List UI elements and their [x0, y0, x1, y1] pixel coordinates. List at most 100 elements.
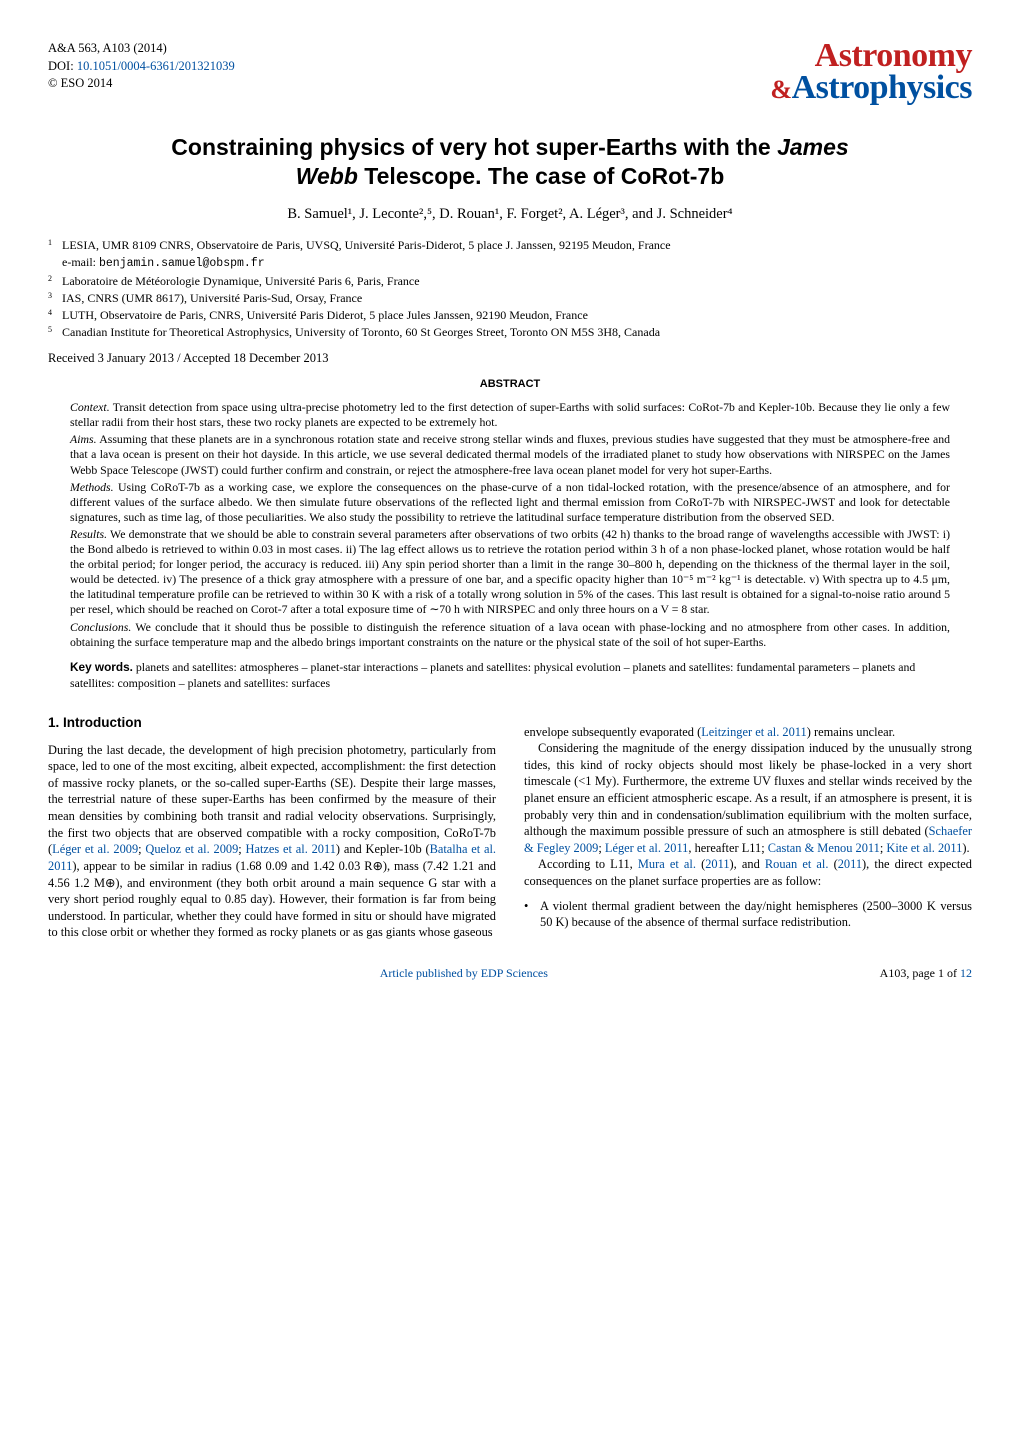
affiliation-row: 3 IAS, CNRS (UMR 8617), Université Paris-… [48, 290, 972, 306]
doi-prefix: DOI: [48, 59, 77, 73]
affil-text: LUTH, Observatoire de Paris, CNRS, Unive… [62, 307, 972, 323]
body-text: envelope subsequently evaporated ( [524, 725, 701, 739]
body-text: ) remains unclear. [807, 725, 895, 739]
title-italic1: James [777, 134, 849, 160]
aims-text: Assuming that these planets are in a syn… [70, 432, 950, 476]
doi-line: DOI: 10.1051/0004-6361/201321039 [48, 58, 235, 76]
body-text: ) and Kepler-10b ( [336, 842, 430, 856]
publisher-link[interactable]: Article published by EDP Sciences [380, 966, 548, 980]
brand-bottom-row: &Astrophysics [770, 72, 972, 104]
citation-link[interactable]: Leitzinger et al. 2011 [701, 725, 807, 739]
email-prefix: e-mail: [62, 255, 99, 269]
aims-label: Aims. [70, 432, 97, 446]
left-column: 1. Introduction During the last decade, … [48, 696, 496, 941]
affiliation-row: 1 LESIA, UMR 8109 CNRS, Observatoire de P… [48, 237, 972, 253]
conclusions-text: We conclude that it should thus be possi… [70, 620, 950, 649]
abstract-conclusions: Conclusions. We conclude that it should … [70, 620, 950, 650]
affil-text: Laboratoire de Météorologie Dynamique, U… [62, 273, 972, 289]
citation-link[interactable]: Rouan et al. [765, 857, 829, 871]
bullet-text: A violent thermal gradient between the d… [540, 898, 972, 931]
author-list: B. Samuel¹, J. Leconte²,⁵, D. Rouan¹, F.… [48, 205, 972, 225]
citation-link[interactable]: 2011 [705, 857, 729, 871]
body-paragraph: According to L11, Mura et al. (2011), an… [524, 856, 972, 889]
citation-link[interactable]: Queloz et al. 2009 [145, 842, 238, 856]
bullet-icon: • [524, 898, 540, 931]
affil-num: 5 [48, 325, 52, 334]
body-paragraph: During the last decade, the development … [48, 742, 496, 941]
citation-link[interactable]: Castan & Menou 2011 [768, 841, 880, 855]
journal-brand: Astronomy &Astrophysics [770, 40, 972, 105]
body-text: , hereafter L11; [688, 841, 767, 855]
brand-bottom: Astrophysics [792, 69, 972, 106]
body-text: Considering the magnitude of the energy … [524, 741, 972, 838]
affiliation-row: 5 Canadian Institute for Theoretical Astr… [48, 324, 972, 340]
right-column: envelope subsequently evaporated (Leitzi… [524, 696, 972, 941]
title-part2: Telescope. The case of CoRot-7b [358, 163, 724, 189]
body-text: ), and [730, 857, 765, 871]
abstract-results: Results. We demonstrate that we should b… [70, 527, 950, 618]
body-text: ), appear to be similar in radius (1.68 … [48, 859, 496, 939]
affil-num: 4 [48, 308, 52, 317]
affil-num: 1 [48, 238, 52, 247]
abstract-methods: Methods. Using CoRoT-7b as a working cas… [70, 480, 950, 525]
doi-link[interactable]: 10.1051/0004-6361/201321039 [77, 59, 235, 73]
citation-link[interactable]: 2011 [838, 857, 862, 871]
brand-top: Astronomy [770, 40, 972, 72]
affiliations: 1 LESIA, UMR 8109 CNRS, Observatoire de P… [48, 237, 972, 340]
citation-link[interactable]: Léger et al. 2009 [52, 842, 138, 856]
page-number: A103, page 1 of 12 [880, 965, 972, 981]
body-paragraph: envelope subsequently evaporated (Leitzi… [524, 724, 972, 741]
methods-text: Using CoRoT-7b as a working case, we exp… [70, 480, 950, 524]
citation-link[interactable]: Hatzes et al. 2011 [246, 842, 336, 856]
bullet-item: • A violent thermal gradient between the… [524, 898, 972, 931]
citation-link[interactable]: Mura et al. [638, 857, 696, 871]
received-accepted: Received 3 January 2013 / Accepted 18 De… [48, 350, 972, 367]
title-block: Constraining physics of very hot super-E… [48, 133, 972, 192]
methods-label: Methods. [70, 480, 114, 494]
keywords: Key words. planets and satellites: atmos… [70, 660, 950, 692]
affil-text: LESIA, UMR 8109 CNRS, Observatoire de Pa… [62, 237, 972, 253]
affil-num: 3 [48, 291, 52, 300]
body-columns: 1. Introduction During the last decade, … [48, 696, 972, 941]
results-text: We demonstrate that we should be able to… [70, 527, 950, 616]
body-paragraph: Considering the magnitude of the energy … [524, 740, 972, 856]
affil-num: 2 [48, 274, 52, 283]
affil-text: Canadian Institute for Theoretical Astro… [62, 324, 972, 340]
keywords-label: Key words. [70, 660, 133, 674]
author-email[interactable]: benjamin.samuel@obspm.fr [99, 257, 265, 270]
abstract-heading: ABSTRACT [48, 377, 972, 392]
abstract-context: Context. Transit detection from space us… [70, 400, 950, 430]
results-label: Results. [70, 527, 107, 541]
page-count-link[interactable]: 12 [960, 966, 972, 980]
title-italic2: Webb [296, 163, 358, 189]
abstract-aims: Aims. Assuming that these planets are in… [70, 432, 950, 477]
body-text: ; [238, 842, 245, 856]
affiliation-row: e-mail: benjamin.samuel@obspm.fr [48, 254, 972, 272]
affiliation-row: 2 Laboratoire de Météorologie Dynamique, … [48, 273, 972, 289]
conclusions-label: Conclusions. [70, 620, 131, 634]
brand-amp: & [770, 75, 791, 104]
affil-email-line: e-mail: benjamin.samuel@obspm.fr [62, 254, 972, 272]
citation-link[interactable]: Léger et al. 2011 [605, 841, 689, 855]
section-heading: 1. Introduction [48, 714, 496, 732]
page-footer: Article published by EDP Sciences A103, … [48, 965, 972, 981]
body-text: ). [962, 841, 969, 855]
citation-link[interactable]: Kite et al. 2011 [886, 841, 962, 855]
body-text: ( [828, 857, 837, 871]
paper-title: Constraining physics of very hot super-E… [78, 133, 942, 192]
abstract: Context. Transit detection from space us… [70, 400, 950, 650]
copyright: © ESO 2014 [48, 75, 235, 93]
title-part1: Constraining physics of very hot super-E… [171, 134, 777, 160]
body-text: During the last decade, the development … [48, 743, 496, 857]
page-header: A&A 563, A103 (2014) DOI: 10.1051/0004-6… [48, 40, 972, 105]
journal-ref: A&A 563, A103 (2014) [48, 40, 235, 58]
page-info: A103, page 1 of [880, 966, 960, 980]
context-label: Context. [70, 400, 110, 414]
body-text: ( [696, 857, 705, 871]
keywords-text: planets and satellites: atmospheres – pl… [70, 660, 915, 690]
journal-ref-block: A&A 563, A103 (2014) DOI: 10.1051/0004-6… [48, 40, 235, 93]
affil-text: IAS, CNRS (UMR 8617), Université Paris-S… [62, 290, 972, 306]
body-text: According to L11, [538, 857, 638, 871]
affiliation-row: 4 LUTH, Observatoire de Paris, CNRS, Univ… [48, 307, 972, 323]
context-text: Transit detection from space using ultra… [70, 400, 950, 429]
